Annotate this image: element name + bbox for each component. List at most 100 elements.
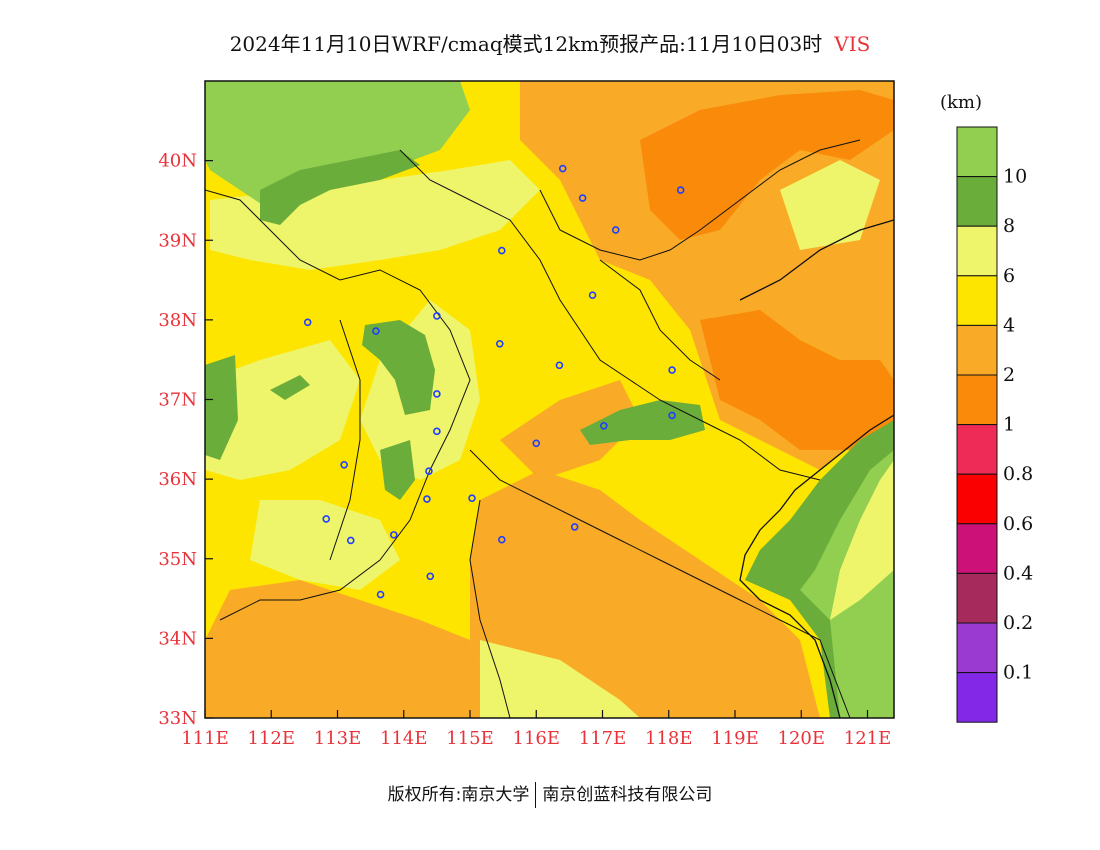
colorbar-box xyxy=(956,176,998,227)
station-marker xyxy=(346,536,355,545)
colorbar-box xyxy=(956,622,998,674)
title-text: 2024年11月10日WRF/cmaq模式12km预报产品:11月10日03时 xyxy=(229,32,823,56)
boundary-line-3 xyxy=(469,449,851,718)
field-patch-2 xyxy=(380,440,415,500)
chart-title: 2024年11月10日WRF/cmaq模式12km预报产品:11月10日03时 V… xyxy=(0,28,1100,57)
station-marker xyxy=(668,366,676,374)
boundary-line-2 xyxy=(399,149,821,481)
longitude-axis: 111E 112E 113E 114E 115E 116E 117E 118E 119E 120E… xyxy=(181,710,891,749)
boundary-line-7 xyxy=(539,139,861,261)
station-marker xyxy=(600,421,608,430)
colorbar-label: 4 xyxy=(1003,314,1015,336)
lat-tick-label: 36N xyxy=(158,469,197,490)
station-marker xyxy=(497,246,506,255)
field-sea-pale xyxy=(830,460,894,620)
colorbar-box xyxy=(956,672,998,723)
field-pale-west xyxy=(205,340,360,480)
lat-tick-label: 39N xyxy=(158,230,197,251)
station-marker xyxy=(468,494,476,503)
colorbar-label: 0.8 xyxy=(1003,463,1033,485)
lon-tick-label: 121E xyxy=(844,728,892,749)
field-darkorange-east xyxy=(700,310,894,450)
visibility-field xyxy=(205,81,894,718)
latitude-axis: 40N 39N 38N 37N 36N 35N 34N 33N xyxy=(158,151,213,729)
station-marker xyxy=(390,531,398,539)
colorbar-label: 1 xyxy=(1003,414,1015,436)
lon-tick-label: 116E xyxy=(513,728,561,749)
boundary-line-1 xyxy=(205,189,471,621)
lon-tick-label: 115E xyxy=(446,728,494,749)
field-orange-sw xyxy=(205,580,500,718)
station-marker xyxy=(423,495,431,503)
colorbar-box xyxy=(956,225,998,277)
field-nw-lightgreen xyxy=(205,81,470,210)
lon-tick-label: 111E xyxy=(181,728,229,749)
station-marker xyxy=(676,186,685,194)
station-marker xyxy=(588,291,597,299)
field-pale-se xyxy=(480,640,640,718)
lat-tick-label: 40N xyxy=(158,151,197,172)
station-marker xyxy=(376,590,385,599)
station-marker xyxy=(433,427,441,436)
lat-tick-label: 38N xyxy=(158,310,197,331)
station-marker xyxy=(558,164,567,173)
station-marker xyxy=(532,439,541,448)
colorbar-labels: 10 8 6 4 2 1 0.8 0.6 0.4 0.2 0.1 xyxy=(1003,166,1033,684)
footer-separator xyxy=(535,782,537,808)
field-patch-1 xyxy=(362,320,435,415)
field-orange-mid xyxy=(500,380,640,480)
colorbar-label: 0.6 xyxy=(1003,513,1033,535)
station-marker xyxy=(433,312,441,320)
lat-tick-label: 35N xyxy=(158,549,197,570)
boundary-line-4 xyxy=(469,499,511,718)
colorbar-box xyxy=(956,473,998,525)
admin-boundaries xyxy=(205,139,894,718)
colorbar-box xyxy=(956,126,998,178)
lon-tick-label: 119E xyxy=(711,728,759,749)
colorbar-box xyxy=(956,523,998,574)
station-marker xyxy=(555,361,564,370)
field-pale-north xyxy=(210,160,540,270)
boundary-line-5 xyxy=(599,259,721,381)
station-marker xyxy=(497,535,506,544)
lon-tick-label: 118E xyxy=(645,728,693,749)
lat-tick-label: 37N xyxy=(158,390,197,411)
colorbar-label: 0.1 xyxy=(1003,662,1033,684)
colorbar: (km) 10 8 6 4 2 1 0.8 0.6 0.4 0.2 0.1 xyxy=(940,92,1033,723)
field-pale-east xyxy=(780,160,880,250)
coastline-north xyxy=(739,219,894,301)
variable-name: VIS xyxy=(834,32,871,56)
lat-tick-label: 34N xyxy=(158,628,197,649)
colorbar-boxes xyxy=(956,126,998,723)
coastline xyxy=(739,414,894,718)
field-orange-s xyxy=(470,470,820,718)
field-patch-4 xyxy=(205,355,238,460)
company-text: 南京创蓝科技有限公司 xyxy=(542,785,713,805)
station-marker xyxy=(426,572,435,581)
colorbar-label: 10 xyxy=(1003,166,1027,188)
footer: 版权所有:南京大学 南京创蓝科技有限公司 xyxy=(0,780,1100,808)
lon-tick-label: 120E xyxy=(778,728,826,749)
station-marker xyxy=(372,327,380,335)
station-marker xyxy=(303,318,312,327)
field-patch-5 xyxy=(270,375,310,400)
colorbar-label: 2 xyxy=(1003,364,1015,386)
station-marker xyxy=(425,467,433,475)
colorbar-box xyxy=(956,324,998,376)
station-marker xyxy=(322,515,331,523)
lat-tick-label: 33N xyxy=(158,708,197,729)
colorbar-label: 8 xyxy=(1003,215,1015,237)
station-markers xyxy=(303,164,685,599)
colorbar-label: 0.4 xyxy=(1003,562,1033,584)
colorbar-box xyxy=(956,424,998,475)
lon-tick-label: 117E xyxy=(579,728,627,749)
colorbar-unit: (km) xyxy=(940,92,982,113)
colorbar-label: 0.2 xyxy=(1003,612,1033,634)
colorbar-box xyxy=(956,572,998,624)
station-marker xyxy=(570,523,579,531)
lon-tick-label: 113E xyxy=(314,728,362,749)
field-darkorange-ne xyxy=(640,90,894,240)
field-nw-darkgreen xyxy=(260,150,420,225)
station-marker xyxy=(578,194,587,202)
